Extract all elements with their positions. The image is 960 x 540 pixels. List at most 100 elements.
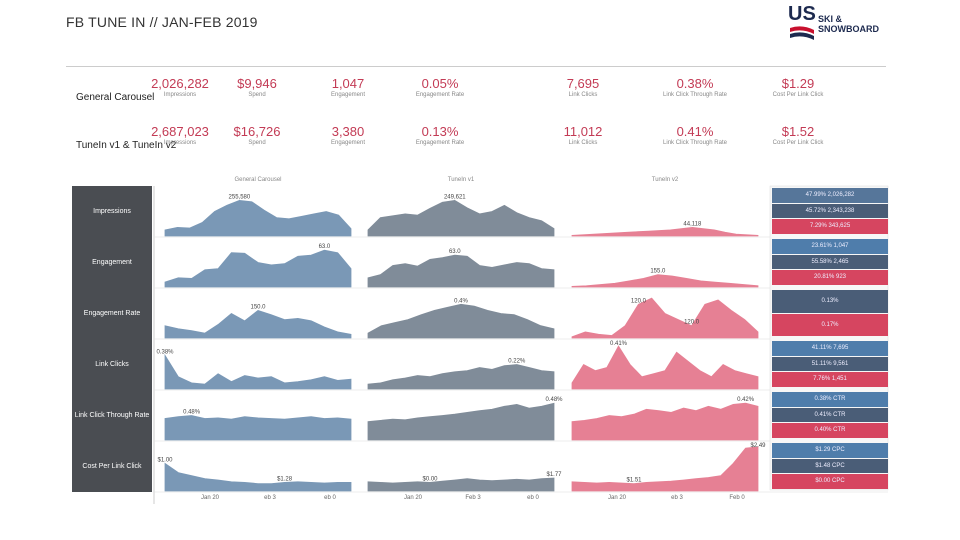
data-label: 63.0 [449, 249, 461, 255]
x-tick-label: Feb 3 [465, 495, 481, 501]
kpi-item: 0.38% Link Click Through Rate [650, 76, 740, 98]
area-series [571, 446, 759, 492]
kpi-value: $1.52 [781, 124, 815, 139]
data-label: 249,621 [444, 194, 466, 200]
data-label: $1.77 [546, 472, 562, 478]
side-summary-cell: 51.11% 9,561 [772, 356, 888, 372]
data-label: 44,118 [683, 221, 702, 227]
kpi-value: 0.41% [676, 124, 714, 139]
side-panel-bg [769, 185, 889, 491]
logo-line2: SNOWBOARD [818, 24, 879, 34]
data-label: $1.28 [277, 476, 293, 482]
kpi-caption: Engagement Rate [415, 92, 465, 98]
area-series [367, 303, 555, 339]
kpi-value: 11,012 [563, 124, 603, 139]
area-series [164, 309, 352, 339]
data-label: 0.42% [737, 397, 755, 403]
kpi-value: 2,687,023 [151, 124, 209, 139]
side-summary-cell: 20.81% 923 [772, 270, 888, 285]
kpi-value: 0.05% [421, 76, 459, 91]
side-summary-cell: 45.72% 2,343,238 [772, 203, 888, 219]
x-tick-label: eb 0 [324, 495, 336, 501]
top-divider [66, 66, 886, 67]
data-label: 0.48% [183, 409, 201, 415]
kpi-item: 0.05% Engagement Rate [395, 76, 485, 98]
side-summary-cell: $0.00 CPC [772, 474, 888, 489]
kpi-value: 0.38% [676, 76, 714, 91]
side-summary-cell: 47.99% 2,026,282 [772, 188, 888, 203]
data-label: $2.49 [750, 443, 766, 449]
kpi-item: 1,047 Engagement [303, 76, 393, 98]
x-tick-label: eb 3 [671, 495, 683, 501]
area-series [571, 274, 759, 288]
side-summary-cell: 0.40% CTR [772, 423, 888, 438]
data-label: 0.38% [156, 349, 174, 355]
kpi-caption: Engagement [330, 92, 366, 98]
row-header: Impressions [72, 186, 152, 237]
kpi-value: 2,026,282 [151, 76, 209, 91]
kpi-caption: Link Clicks [568, 140, 598, 146]
row-header: Engagement [72, 237, 152, 288]
kpi-row-label: General Carousel [76, 92, 155, 103]
page-title: FB TUNE IN // JAN-FEB 2019 [66, 14, 258, 30]
kpi-caption: Link Click Through Rate [663, 140, 727, 146]
area-series [367, 477, 555, 492]
side-summary-cell: 55.58% 2,465 [772, 254, 888, 270]
kpi-item: $1.52 Cost Per Link Click [753, 124, 843, 146]
side-summary-cell: 0.38% CTR [772, 392, 888, 407]
data-label: 120.0 [684, 320, 700, 326]
area-series [571, 297, 759, 339]
x-tick-label: Feb 0 [729, 495, 745, 501]
kpi-value: 3,380 [331, 124, 365, 139]
kpi-caption: Cost Per Link Click [772, 92, 824, 98]
kpi-value: $16,726 [233, 124, 281, 139]
kpi-row-label: TuneIn v1 & TuneIn v2 [76, 140, 177, 151]
data-label: 0.48% [545, 397, 563, 403]
kpi-item: $1.29 Cost Per Link Click [753, 76, 843, 98]
area-series [367, 199, 555, 237]
column-header: TuneIn v1 [448, 177, 475, 183]
kpi-item: 2,026,282 Impressions [135, 76, 225, 98]
kpi-caption: Engagement Rate [415, 140, 465, 146]
x-tick-label: eb 0 [527, 495, 539, 501]
kpi-item: 7,695 Link Clicks [538, 76, 628, 98]
area-series [367, 364, 555, 390]
side-summary-cell: $1.48 CPC [772, 458, 888, 474]
data-label: $0.00 [422, 476, 438, 482]
row-header: Cost Per Link Click [72, 441, 152, 492]
x-tick-label: Jan 20 [201, 495, 220, 501]
kpi-caption: Engagement [330, 140, 366, 146]
side-summary-cell: 0.13% [772, 290, 888, 313]
kpi-caption: Impressions [163, 92, 197, 98]
side-summary-cell: 0.41% CTR [772, 407, 888, 423]
kpi-value: $1.29 [781, 76, 815, 91]
kpi-caption: Spend [248, 92, 266, 98]
area-series [571, 402, 759, 441]
area-series [571, 345, 759, 390]
area-series [164, 249, 352, 288]
kpi-item: 3,380 Engagement [303, 124, 393, 146]
x-tick-label: Jan 20 [608, 495, 627, 501]
kpi-item: 0.41% Link Click Through Rate [650, 124, 740, 146]
side-summary-cell: 7.29% 343,625 [772, 219, 888, 234]
side-summary-cell: $1.29 CPC [772, 443, 888, 458]
kpi-caption: Spend [248, 140, 266, 146]
kpi-item: 11,012 Link Clicks [538, 124, 628, 146]
kpi-caption: Link Click Through Rate [663, 92, 727, 98]
data-label: $1.00 [157, 457, 173, 463]
x-tick-label: eb 3 [264, 495, 276, 501]
area-series [367, 402, 555, 441]
kpi-item: $9,946 Spend [212, 76, 302, 98]
data-label: 63.0 [319, 244, 331, 250]
data-label: 0.4% [454, 298, 468, 304]
kpi-value: $9,946 [237, 76, 277, 91]
kpi-item: 2,687,023 Impressions [135, 124, 225, 146]
kpi-value: 7,695 [566, 76, 600, 91]
kpi-row: General Carousel 2,026,282 Impressions $9,9… [66, 76, 886, 114]
side-summary-cell: 7.76% 1,451 [772, 372, 888, 387]
data-label: 155.0 [650, 269, 666, 275]
row-header: Link Clicks [72, 339, 152, 390]
x-tick-label: Jan 20 [404, 495, 423, 501]
kpi-row: TuneIn v1 & TuneIn v2 2,687,023 Impression… [66, 124, 886, 162]
data-label: 0.22% [508, 358, 526, 364]
